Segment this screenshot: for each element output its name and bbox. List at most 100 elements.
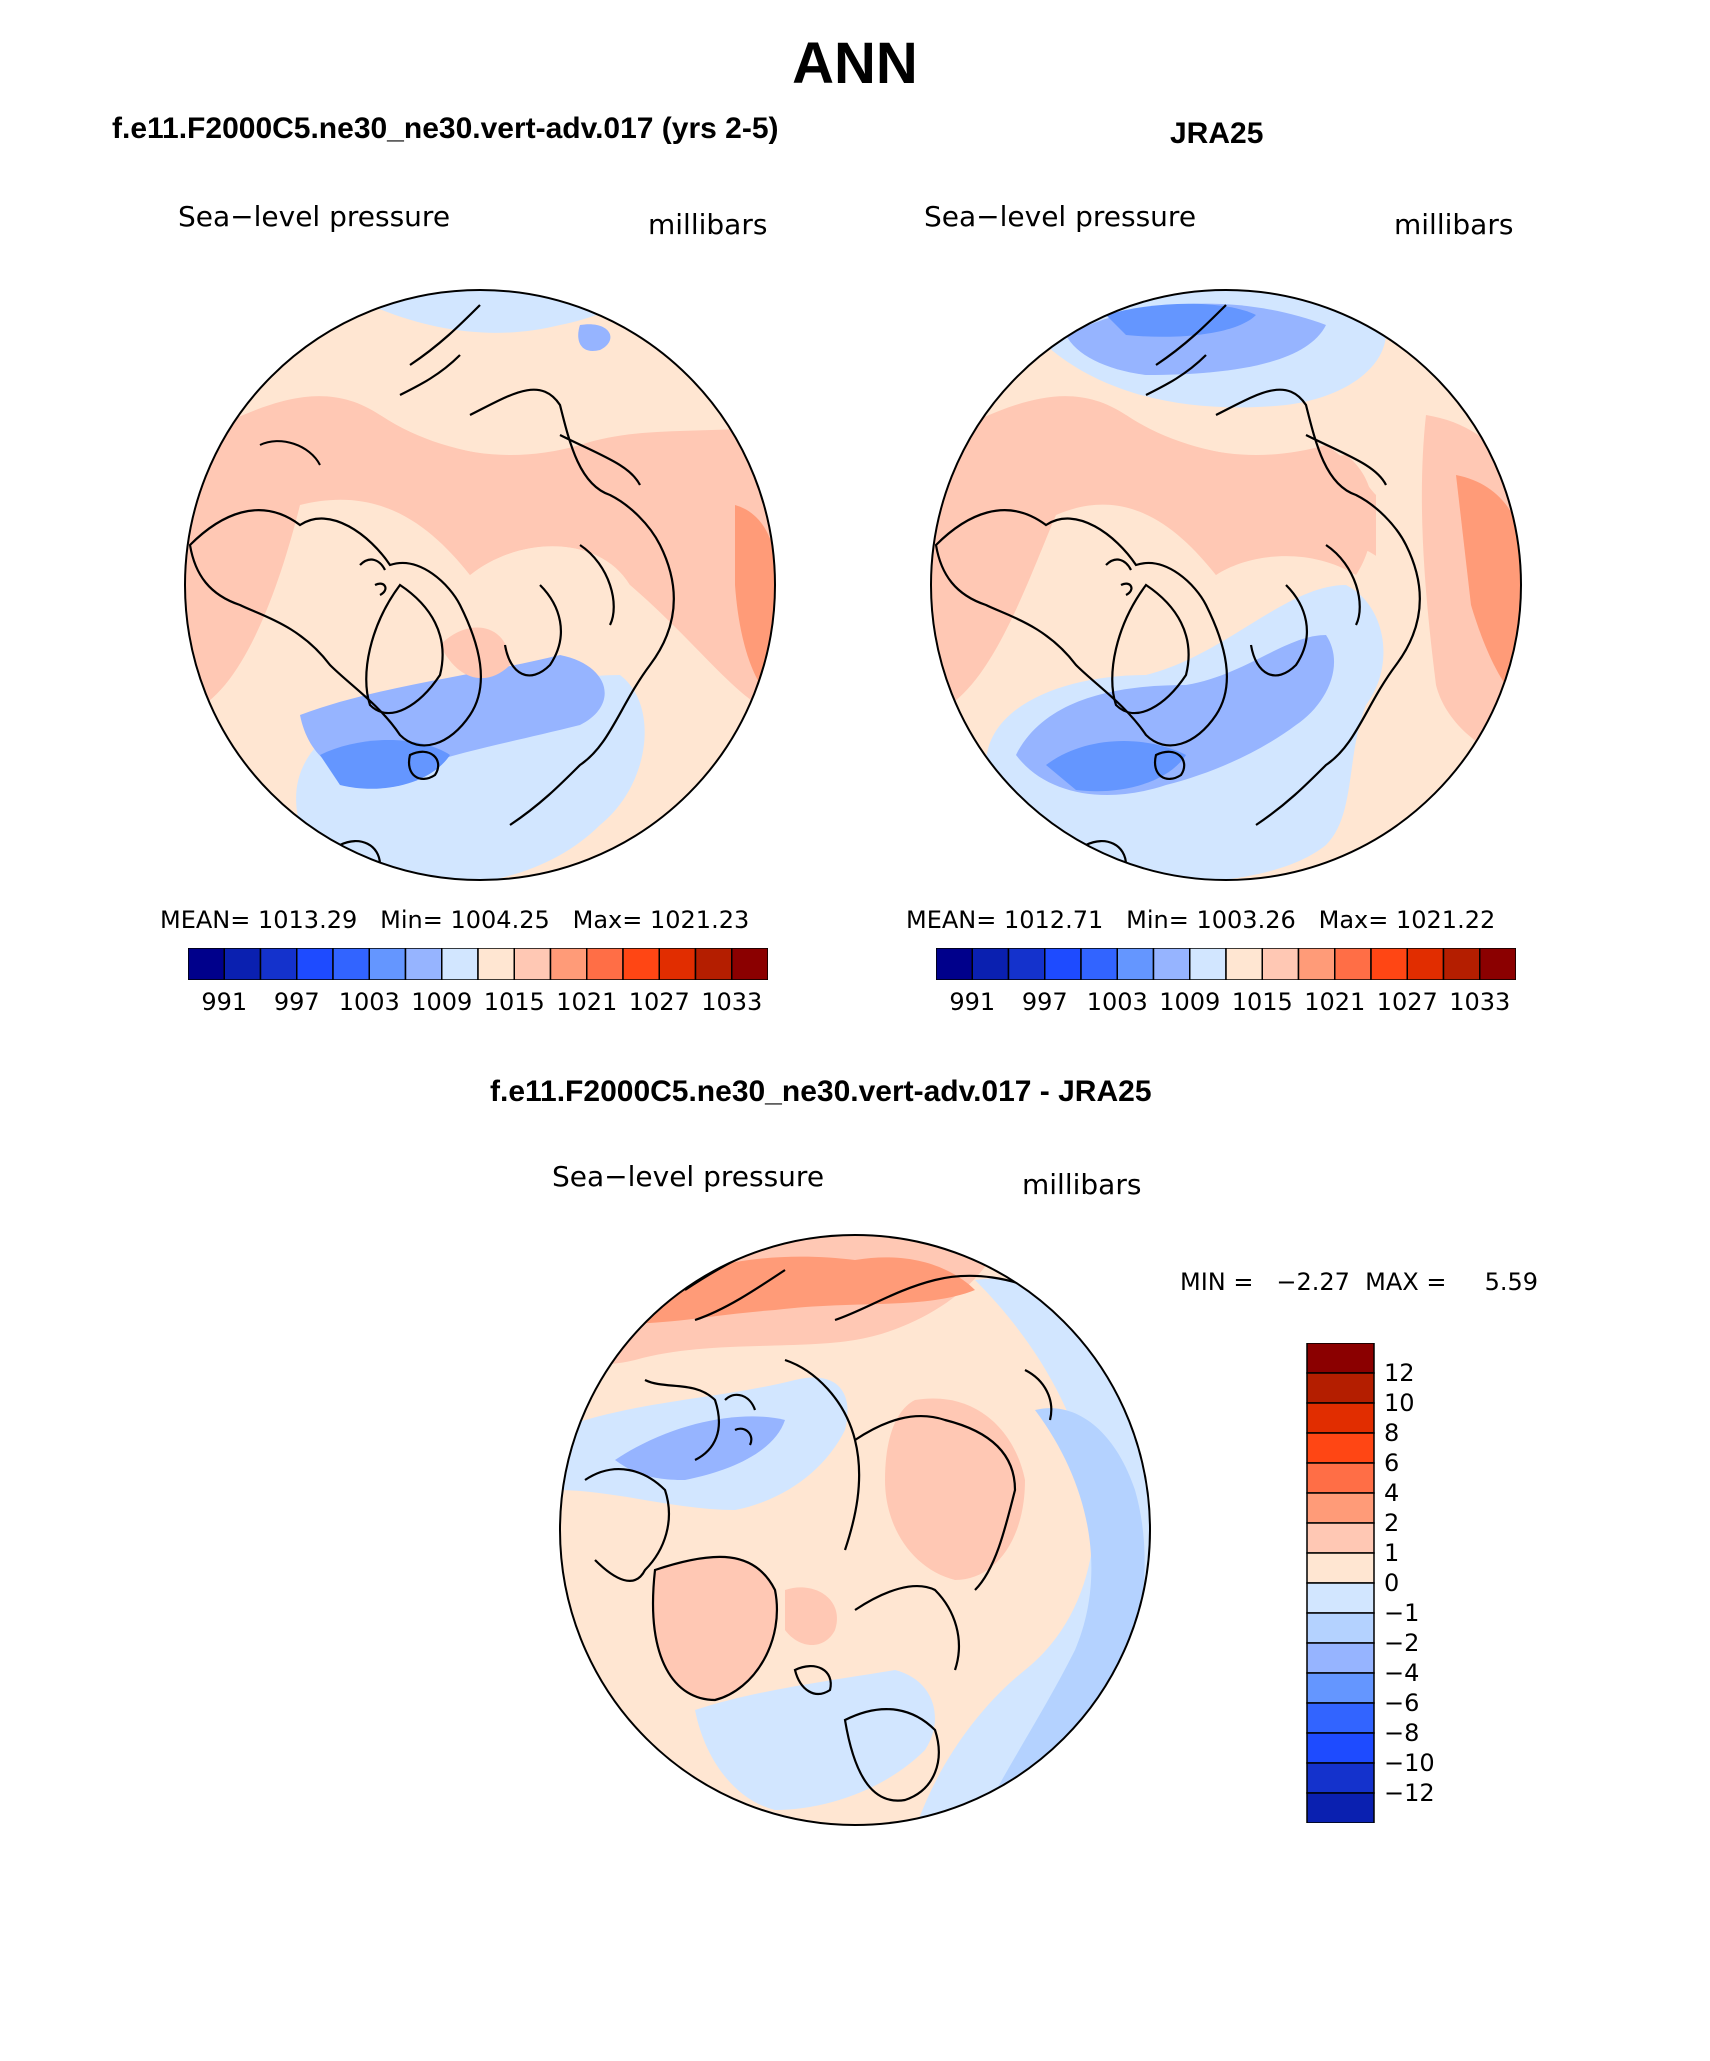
diff-polar-map: [559, 1234, 1151, 1826]
model-colorbar-box-13: [658, 948, 697, 980]
model-colorbar-box-4: [332, 948, 370, 980]
model-colorbar-box-12: [622, 948, 660, 980]
diff-colorbar-tick-label: −12: [1384, 1779, 1435, 1807]
diff-colorbar-tick-label: 0: [1384, 1569, 1400, 1597]
diff-colorbar-tick-label: 2: [1384, 1509, 1400, 1537]
model-colorbar-tick-label: 1003: [338, 988, 400, 1016]
model-stats: MEAN= 1013.29 Min= 1004.25 Max= 1021.23: [160, 906, 749, 934]
diff-colorbar-box-1: [1306, 1372, 1375, 1404]
obs-panel-title: JRA25: [1170, 117, 1264, 150]
figure-title: ANN: [792, 31, 918, 96]
diff-colorbar-box-8: [1306, 1582, 1375, 1614]
diff-colorbar-tick-label: −1: [1384, 1599, 1420, 1627]
model-colorbar-box-1: [223, 948, 262, 980]
obs-colorbar-box-8: [1225, 948, 1263, 980]
model-max-label: Max=: [572, 906, 643, 934]
diff-colorbar-tick-label: 10: [1384, 1389, 1415, 1417]
diff-units-label: millibars: [1022, 1168, 1142, 1201]
model-units-label: millibars: [648, 208, 768, 241]
diff-variable-label: Sea−level pressure: [552, 1160, 825, 1193]
obs-units-label: millibars: [1394, 208, 1514, 241]
model-colorbar-box-7: [441, 948, 479, 980]
diff-colorbar-box-2: [1306, 1402, 1375, 1434]
diff-minmax-text: MIN = −2.27 MAX = 5.59: [1180, 1268, 1539, 1296]
diff-colorbar-box-9: [1306, 1612, 1375, 1644]
model-min-label: Min=: [380, 906, 443, 934]
diff-colorbar-box-3: [1306, 1432, 1375, 1464]
diff-colorbar-box-7: [1306, 1552, 1375, 1584]
model-colorbar-box-3: [296, 948, 334, 980]
diff-colorbar-tick-label: −2: [1384, 1629, 1420, 1657]
model-min-value: 1004.25: [450, 906, 550, 934]
obs-colorbar-box-0: [936, 948, 973, 980]
obs-mean-label: MEAN=: [906, 906, 997, 934]
model-colorbar-box-2: [259, 948, 298, 980]
obs-colorbar-box-3: [1044, 948, 1082, 980]
model-variable-label: Sea−level pressure: [178, 200, 451, 233]
diff-colorbar-tick-label: 12: [1384, 1359, 1415, 1387]
model-colorbar-box-8: [477, 948, 515, 980]
obs-colorbar-tick-label: 1003: [1086, 988, 1148, 1016]
obs-colorbar-tick-label: 1021: [1304, 988, 1366, 1016]
diff-colorbar-tick-label: 8: [1384, 1419, 1400, 1447]
obs-colorbar-tick-label: 1009: [1159, 988, 1221, 1016]
obs-colorbar-box-13: [1406, 948, 1445, 980]
diff-colorbar-tick-label: 1: [1384, 1539, 1400, 1567]
diff-colorbar-box-0: [1306, 1343, 1375, 1374]
model-mean-label: MEAN=: [160, 906, 251, 934]
obs-colorbar-tick-label: 997: [1021, 988, 1068, 1016]
model-colorbar-box-14: [694, 948, 733, 980]
diff-colorbar-tick-label: −10: [1384, 1749, 1435, 1777]
obs-colorbar-box-7: [1189, 948, 1227, 980]
model-colorbar: [188, 948, 768, 980]
obs-variable-label: Sea−level pressure: [924, 200, 1197, 233]
model-polar-map: [184, 289, 776, 881]
diff-colorbar-box-4: [1306, 1462, 1375, 1494]
diff-colorbar-box-15: [1306, 1792, 1375, 1823]
model-colorbar-box-9: [513, 948, 552, 980]
model-colorbar-tick-label: 997: [273, 988, 320, 1016]
diff-panel-title: f.e11.F2000C5.ne30_ne30.vert-adv.017 - J…: [490, 1075, 1152, 1108]
diff-colorbar-tick-label: −4: [1384, 1659, 1420, 1687]
obs-min-label: Min=: [1126, 906, 1189, 934]
model-colorbar-box-10: [549, 948, 588, 980]
model-colorbar-tick-label: 1015: [483, 988, 545, 1016]
model-panel-title: f.e11.F2000C5.ne30_ne30.vert-adv.017 (yr…: [112, 112, 779, 145]
diff-colorbar: [1306, 1343, 1375, 1823]
obs-colorbar-box-6: [1152, 948, 1191, 980]
diff-colorbar-box-10: [1306, 1642, 1375, 1674]
diff-colorbar-box-5: [1306, 1492, 1375, 1524]
model-mean-value: 1013.29: [258, 906, 358, 934]
obs-colorbar-box-14: [1442, 948, 1481, 980]
obs-colorbar-ticks: 991 997 1003 1009 1015 1021 1027 1033: [936, 988, 1516, 1018]
diff-colorbar-box-6: [1306, 1522, 1375, 1554]
obs-max-label: Max=: [1318, 906, 1389, 934]
obs-min-value: 1003.26: [1196, 906, 1296, 934]
model-colorbar-box-6: [404, 948, 443, 980]
obs-mean-value: 1012.71: [1004, 906, 1104, 934]
obs-colorbar-tick-label: 1015: [1231, 988, 1293, 1016]
diff-minmax: MIN = −2.27 MAX = 5.59: [1180, 1268, 1538, 1296]
obs-colorbar-box-10: [1297, 948, 1336, 980]
diff-colorbar-box-11: [1306, 1672, 1375, 1704]
obs-colorbar-tick-label: 1027: [1376, 988, 1438, 1016]
model-colorbar-tick-label: 1021: [556, 988, 618, 1016]
diff-colorbar-tick-label: −6: [1384, 1689, 1420, 1717]
obs-colorbar-box-15: [1479, 948, 1516, 980]
obs-colorbar-box-2: [1007, 948, 1046, 980]
obs-colorbar-box-5: [1116, 948, 1155, 980]
obs-polar-map: [930, 289, 1522, 881]
obs-colorbar-box-1: [971, 948, 1010, 980]
model-colorbar-tick-label: 1027: [628, 988, 690, 1016]
model-colorbar-tick-label: 1033: [701, 988, 763, 1016]
model-colorbar-box-5: [368, 948, 407, 980]
obs-colorbar-box-9: [1261, 948, 1300, 980]
obs-stats: MEAN= 1012.71 Min= 1003.26 Max= 1021.22: [906, 906, 1495, 934]
model-colorbar-box-11: [586, 948, 624, 980]
model-colorbar-tick-label: 1009: [411, 988, 473, 1016]
diff-colorbar-box-13: [1306, 1732, 1375, 1764]
model-max-value: 1021.23: [650, 906, 750, 934]
obs-colorbar-tick-label: 1033: [1449, 988, 1511, 1016]
diff-colorbar-box-14: [1306, 1762, 1375, 1794]
model-colorbar-box-0: [188, 948, 225, 980]
